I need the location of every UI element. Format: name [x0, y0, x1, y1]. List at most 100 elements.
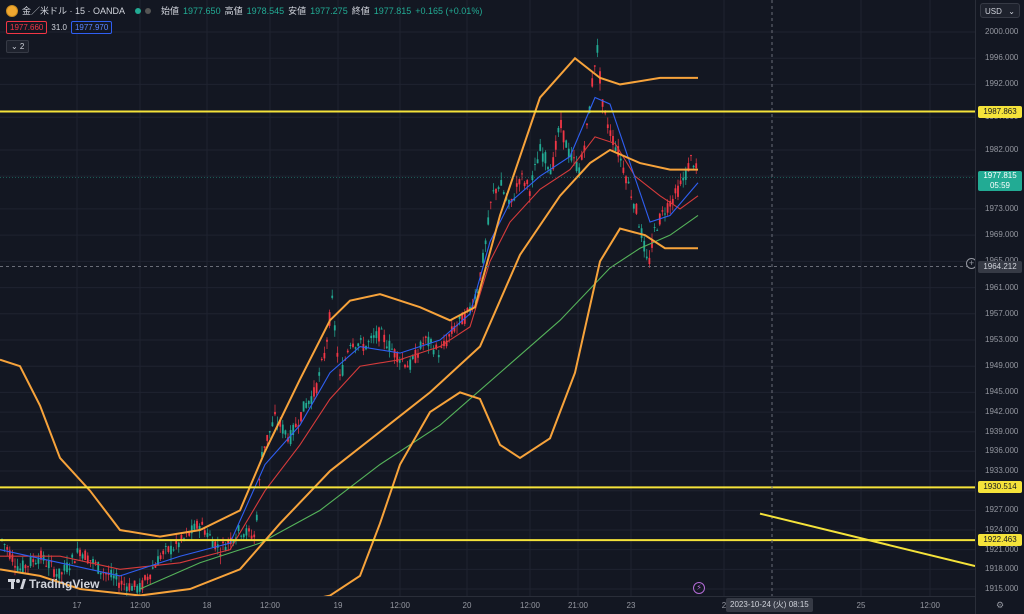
candle-body — [430, 339, 432, 343]
time-tick-label: 12:00 — [259, 601, 281, 610]
candle-body — [97, 562, 100, 574]
candle-body — [313, 387, 315, 397]
moving-average-blue — [0, 96, 699, 577]
candle-body — [112, 575, 115, 579]
bollinger-middle-band — [0, 148, 698, 596]
candle-body — [341, 364, 344, 376]
chart-area[interactable]: 金／米ドル · 15 · OANDA 始値 1977.650 高値 1978.5… — [0, 0, 977, 596]
candle-body — [79, 549, 81, 557]
candle-body — [648, 257, 651, 265]
price-axis[interactable]: USD ⌄ 2000.0001996.0001992.0001987.00019… — [975, 0, 1024, 614]
candle-body — [339, 374, 341, 376]
candle-body — [333, 325, 336, 331]
candle-body — [34, 562, 37, 565]
candle-body — [391, 348, 393, 350]
candle-countdown: 05:59 — [989, 181, 1011, 191]
candle-body — [198, 526, 201, 531]
price-tick-label: 1927.000 — [985, 505, 1019, 515]
candle-body — [219, 554, 222, 557]
candle-body — [125, 586, 128, 592]
candle-body — [164, 545, 167, 547]
candle-body — [19, 568, 22, 571]
symbol-legend: 金／米ドル · 15 · OANDA 始値 1977.650 高値 1978.5… — [6, 4, 482, 17]
candle-body — [596, 45, 599, 53]
price-tick-label: 1933.000 — [985, 466, 1019, 476]
high-value: 1978.545 — [246, 5, 285, 16]
candle-body — [367, 341, 370, 343]
candle-body — [133, 580, 136, 588]
candle-body — [378, 327, 380, 342]
candle-body — [47, 561, 50, 569]
moving-average-green — [139, 215, 699, 590]
open-label: 始値 — [161, 6, 180, 16]
candle-body — [180, 535, 183, 541]
indicator-right-value[interactable]: 1977.970 — [70, 21, 113, 34]
close-value: 1977.815 — [373, 5, 412, 16]
candle-body — [211, 540, 214, 548]
visibility-icon — [145, 7, 152, 14]
candle-body — [388, 340, 391, 352]
candle-body — [393, 349, 396, 358]
candle-body — [536, 159, 539, 164]
candle-body — [162, 550, 165, 555]
indicator-left-value[interactable]: 1977.660 — [6, 21, 48, 34]
time-tick-label: 12:00 — [919, 601, 941, 610]
tradingview-logo-icon — [8, 579, 26, 589]
candle-body — [289, 430, 292, 445]
candle-body — [274, 411, 276, 415]
chevron-down-icon: ⌄ — [1008, 7, 1015, 16]
candle-body — [193, 523, 196, 530]
candle-body — [466, 307, 469, 311]
candle-body — [578, 167, 581, 174]
candle-body — [136, 585, 139, 593]
candle-body — [159, 555, 162, 560]
candle-body — [76, 548, 79, 553]
candle-body — [690, 155, 692, 157]
candle-body — [328, 312, 331, 326]
candle-body — [123, 583, 126, 585]
candle-body — [557, 127, 560, 133]
candle-body — [531, 175, 534, 181]
currency-select[interactable]: USD ⌄ — [980, 3, 1020, 18]
time-tick-label: 17 — [72, 601, 82, 610]
candle-body — [489, 201, 492, 203]
candle-body — [268, 431, 271, 433]
candle-body — [411, 355, 414, 360]
candle-body — [138, 583, 141, 592]
candle-body — [281, 424, 284, 434]
tradingview-logo[interactable]: TradingView — [8, 577, 99, 591]
candle-body — [383, 334, 386, 343]
candle-body — [549, 169, 552, 175]
candle-body — [89, 560, 92, 562]
candle-body — [227, 539, 230, 544]
candle-body — [380, 328, 383, 330]
candle-body — [502, 192, 505, 194]
time-axis[interactable]: 17 12:00 18 12:00 19 12:00 20 12:00 21:00 23 2 25 12… — [0, 596, 975, 614]
candle-body — [170, 545, 172, 555]
candle-body — [203, 530, 206, 535]
indicators-collapse-button[interactable]: ⌄ 2 — [6, 40, 30, 53]
candle-body — [336, 352, 339, 357]
candle-body — [547, 167, 549, 170]
candle-body — [151, 567, 154, 569]
candle-body — [640, 228, 643, 238]
time-tick-label: 18 — [202, 601, 212, 610]
settings-gear-icon[interactable]: ⚙ — [996, 600, 1005, 610]
candle-body — [209, 534, 211, 536]
candle-body — [427, 336, 430, 347]
candle-body — [81, 554, 84, 559]
time-tick-label: 19 — [333, 601, 343, 610]
symbol-title[interactable]: 金／米ドル · 15 · OANDA — [22, 6, 126, 16]
time-tick-label: 2 — [721, 601, 727, 610]
currency-label: USD — [985, 7, 1002, 16]
alert-lightning-icon[interactable]: ⚡ — [693, 582, 705, 594]
candle-body — [627, 181, 630, 184]
chart-canvas[interactable] — [0, 0, 975, 596]
candle-body — [440, 346, 443, 348]
candle-body — [575, 161, 578, 172]
candle-body — [664, 213, 666, 215]
candle-body — [92, 559, 94, 564]
candle-body — [27, 566, 29, 568]
candle-body — [523, 182, 526, 187]
candle-body — [315, 383, 318, 394]
